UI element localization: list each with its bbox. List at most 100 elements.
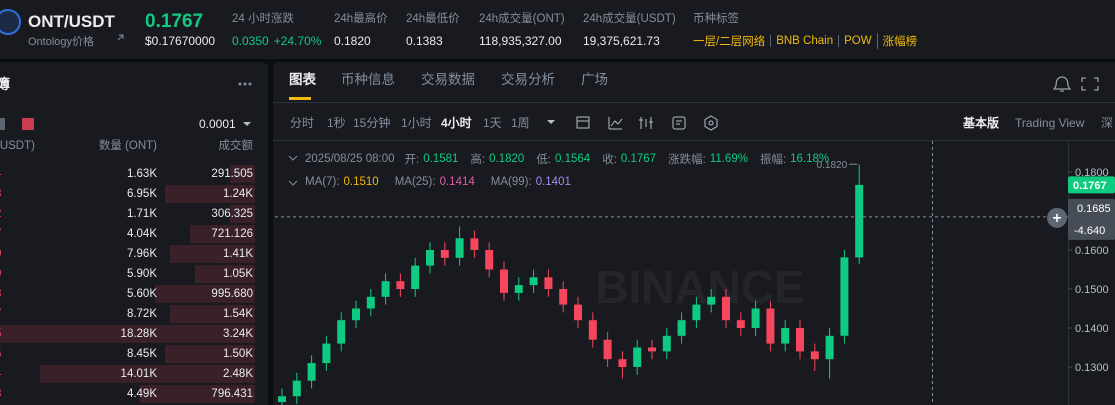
tab[interactable]: 图表 xyxy=(289,72,316,87)
ask-total: 1.41K xyxy=(222,248,253,260)
candle-body xyxy=(529,277,538,286)
ask-total: 2.48K xyxy=(222,368,253,380)
candle-body xyxy=(396,281,405,289)
ask-total: 796.431 xyxy=(211,388,253,400)
interval[interactable]: 1秒 xyxy=(327,116,346,130)
coin-tag[interactable]: POW xyxy=(838,35,876,47)
candle-body xyxy=(692,304,701,321)
ask-amount: 1.71K xyxy=(126,208,157,220)
tab[interactable]: 交易数据 xyxy=(421,72,475,87)
column-header: 数量 (ONT) xyxy=(98,140,157,152)
ask-price: 0 xyxy=(0,246,55,262)
candle-body xyxy=(662,335,671,352)
coin-tag[interactable]: 涨幅榜 xyxy=(876,33,923,49)
candle-body xyxy=(855,184,864,258)
more-icon[interactable] xyxy=(238,82,252,86)
ask-amount: 18.28K xyxy=(120,328,157,340)
tab[interactable]: 交易分析 xyxy=(501,72,555,87)
ask-amount: 6.95K xyxy=(126,188,157,200)
collapse-icon[interactable] xyxy=(288,155,298,161)
tab[interactable]: 广场 xyxy=(581,72,608,87)
candle-body xyxy=(470,238,479,250)
info-value: 11.69% xyxy=(709,153,748,165)
interval[interactable]: 1周 xyxy=(511,116,530,130)
last-price-tag-label: 0.1767 xyxy=(1073,180,1107,192)
candle-body xyxy=(588,320,597,340)
view-toggle[interactable]: 基本版 xyxy=(963,116,1000,130)
ask-price: 3 xyxy=(0,386,55,402)
interval[interactable]: 1天 xyxy=(483,116,502,130)
candle-body xyxy=(366,296,375,309)
info-label: 低: xyxy=(536,154,552,166)
coin-name[interactable]: Ontology价格 xyxy=(28,36,95,48)
ask-total: 306.325 xyxy=(211,208,253,220)
depth-bar xyxy=(230,205,255,223)
bell-icon[interactable] xyxy=(1053,76,1071,92)
ma-legend: MA(7): 0.1510 MA(25): 0.1414 MA(99): 0.1401 xyxy=(305,176,583,188)
ask-price: 3 xyxy=(0,186,55,202)
dropdown-caret[interactable] xyxy=(243,122,251,126)
candle-body xyxy=(337,320,346,344)
coin-tag[interactable]: BNB Chain xyxy=(770,35,838,47)
precision[interactable]: 0.0001 xyxy=(199,117,236,131)
book-title: 簿 xyxy=(0,76,10,92)
ma-label: MA(99): xyxy=(490,176,532,188)
stat-label: 24h最低价 xyxy=(406,13,460,25)
collapse-icon[interactable] xyxy=(288,180,298,186)
book-mode-icons[interactable] xyxy=(0,118,34,130)
interval[interactable]: 分时 xyxy=(290,116,315,130)
depth-bar xyxy=(190,225,255,243)
interval-caret[interactable] xyxy=(547,120,555,124)
candle-body xyxy=(307,363,316,381)
info-label: 开: xyxy=(404,154,420,166)
candle-body xyxy=(751,308,760,328)
stat-change: +24.70% xyxy=(273,34,322,48)
coin-tag[interactable]: 一层/二层网络 xyxy=(693,36,766,48)
interval[interactable]: 4小时 xyxy=(441,116,472,130)
info-value: 16.18% xyxy=(790,153,830,165)
candle-body xyxy=(781,328,790,344)
stat-value: 0.0350 +24.70% xyxy=(232,34,322,48)
candle-body xyxy=(574,304,582,321)
info-value: 0.1767 xyxy=(620,153,657,165)
view-toggle[interactable]: 深 xyxy=(1101,116,1114,130)
ask-total: 1.50K xyxy=(222,348,253,360)
info-label: 涨跌幅: xyxy=(668,154,706,166)
view-toggle[interactable]: Trading View xyxy=(1015,116,1085,130)
interval[interactable]: 15分钟 xyxy=(353,116,391,130)
column-header: (USDT) xyxy=(0,140,35,152)
ask-amount: 4.49K xyxy=(126,388,157,400)
fullscreen-icon[interactable] xyxy=(1081,77,1099,91)
candle-body xyxy=(440,250,449,258)
chart-panel xyxy=(273,62,1115,405)
tab[interactable]: 币种信息 xyxy=(341,72,395,87)
ask-amount: 14.01K xyxy=(120,368,157,380)
ask-amount: 5.60K xyxy=(126,288,157,300)
high-label: 0.1820 xyxy=(817,160,848,171)
info-value: 0.1564 xyxy=(555,153,591,165)
column-header: 成交额 xyxy=(218,140,254,152)
ask-amount: 4.04K xyxy=(126,228,157,240)
ask-total: 291.505 xyxy=(211,168,253,180)
candle-body xyxy=(796,328,804,352)
interval[interactable]: 1小时 xyxy=(401,116,432,130)
stat-label: 24h最高价 xyxy=(334,13,388,25)
ask-price: 5 xyxy=(0,326,55,342)
candle-body xyxy=(648,347,656,352)
tags-label: 币种标签 xyxy=(693,13,739,25)
candle-body xyxy=(278,396,286,403)
ask-amount: 5.90K xyxy=(126,268,157,280)
candle-body xyxy=(514,285,523,293)
external-link-icon[interactable] xyxy=(117,34,124,41)
y-tick-label: 0.1500 xyxy=(1075,284,1109,296)
depth-bar xyxy=(165,345,255,363)
y-tick-label: 0.1400 xyxy=(1075,323,1109,335)
toolbar-icons[interactable] xyxy=(576,115,718,131)
depth-bar xyxy=(155,285,255,303)
info-label: 振幅: xyxy=(759,154,787,166)
y-tick-label: 0.1300 xyxy=(1075,362,1109,374)
ask-price: 7 xyxy=(0,306,55,322)
candle-body xyxy=(633,347,642,367)
